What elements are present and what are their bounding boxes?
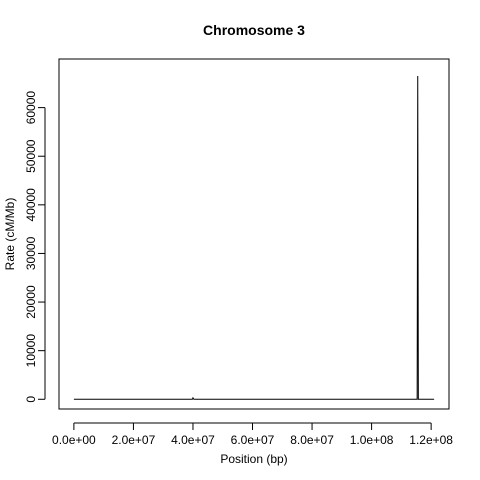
y-tick-label: 30000 xyxy=(24,236,38,270)
x-tick-label: 4.0e+07 xyxy=(171,433,215,447)
y-tick-label: 60000 xyxy=(24,91,38,125)
series-layer xyxy=(74,76,434,399)
x-tick-label: 6.0e+07 xyxy=(231,433,275,447)
x-axis: 0.0e+00 2.0e+07 4.0e+07 6.0e+07 8.0e+07 1.0e+… xyxy=(52,423,453,447)
y-tick-label: 10000 xyxy=(24,334,38,368)
y-tick-label: 0 xyxy=(24,396,38,403)
x-tick-label: 8.0e+07 xyxy=(290,433,334,447)
x-axis-label: Position (bp) xyxy=(220,452,287,466)
y-tick-label: 20000 xyxy=(24,285,38,319)
x-tick-label: 0.0e+00 xyxy=(52,433,96,447)
series-line xyxy=(74,76,434,399)
x-tick-label: 1.0e+08 xyxy=(350,433,394,447)
chart-title: Chromosome 3 xyxy=(203,22,305,38)
x-tick-label: 1.2e+08 xyxy=(409,433,453,447)
y-tick-label: 50000 xyxy=(24,139,38,173)
y-axis: 0 10000 20000 30000 40000 50000 60000 xyxy=(24,91,45,403)
plot-area-frame xyxy=(59,59,449,409)
x-tick-label: 2.0e+07 xyxy=(112,433,156,447)
y-tick-label: 40000 xyxy=(24,188,38,222)
y-axis-label: Rate (cM/Mb) xyxy=(3,198,17,271)
